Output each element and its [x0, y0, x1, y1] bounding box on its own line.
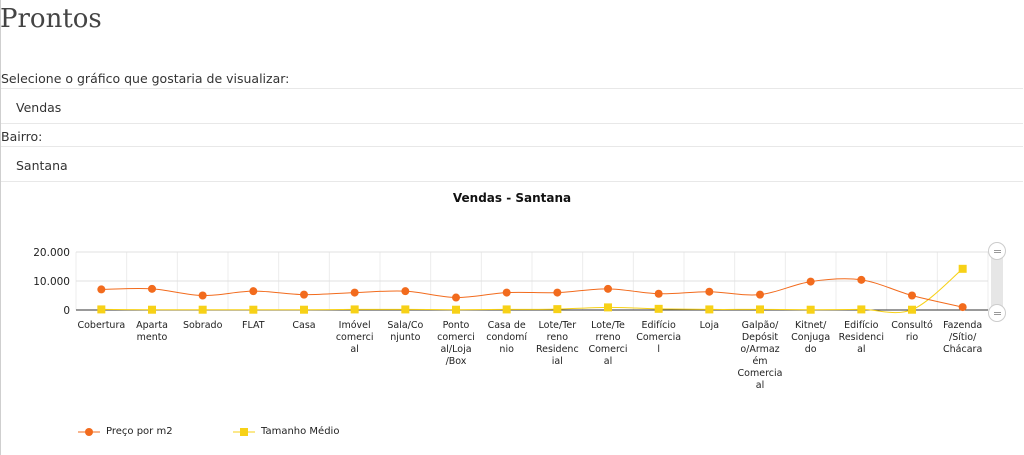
data-point-tamanho — [350, 305, 359, 314]
data-point-preco — [502, 288, 511, 297]
chart-type-select[interactable]: Vendas — [1, 88, 1023, 124]
data-point-preco — [350, 288, 359, 297]
x-tick-label: Imóvel comerci al — [336, 320, 374, 355]
data-point-tamanho — [857, 305, 866, 314]
scrollbar-bottom-handle[interactable] — [988, 304, 1006, 322]
x-tick-label: Ponto comerci al/Loja/Box — [437, 320, 475, 367]
data-point-preco — [604, 284, 612, 293]
left-border — [0, 0, 1, 455]
series-line-0 — [101, 278, 963, 308]
scrollbar-track[interactable] — [991, 252, 1003, 312]
data-point-preco — [806, 277, 815, 286]
bairro-select[interactable]: Santana — [1, 146, 1023, 182]
data-point-preco — [452, 293, 460, 302]
data-point-tamanho — [604, 303, 612, 312]
y-tick-label: 0 — [63, 305, 70, 317]
legend-item-preco[interactable]: Preço por m2 — [78, 426, 173, 437]
data-point-tamanho — [705, 305, 714, 314]
data-point-tamanho — [198, 305, 207, 314]
data-point-tamanho — [806, 305, 815, 314]
data-point-tamanho — [958, 264, 967, 273]
x-tick-label: Edifício Comercia l — [636, 320, 681, 355]
x-tick-label: Sala/Co njunto — [387, 320, 423, 343]
x-tick-label: Consultó rio — [891, 320, 933, 343]
data-point-tamanho — [756, 305, 764, 314]
legend-item-tamanho[interactable]: Tamanho Médio — [233, 426, 339, 437]
page-title: Prontos — [0, 4, 102, 34]
data-point-preco — [756, 290, 764, 299]
data-point-preco — [249, 287, 258, 296]
data-point-preco — [97, 285, 106, 294]
data-point-tamanho — [908, 305, 916, 314]
data-point-tamanho — [249, 305, 258, 314]
data-point-tamanho — [97, 305, 106, 314]
chart-title: Vendas - Santana — [452, 191, 572, 205]
x-tick-label: Lote/Te rreno Comerci al — [588, 320, 627, 367]
scrollbar-top-handle[interactable] — [988, 242, 1006, 260]
chart-scrollbar[interactable] — [988, 242, 1006, 322]
data-point-preco — [705, 287, 714, 296]
data-point-tamanho — [452, 305, 460, 314]
legend-circle-marker-icon — [78, 427, 100, 436]
x-tick-label: Cobertura — [77, 320, 125, 331]
data-point-preco — [857, 275, 866, 284]
x-tick-label: Casa — [292, 320, 315, 331]
data-point-preco — [553, 288, 562, 297]
data-point-tamanho — [401, 305, 410, 314]
legend-label: Tamanho Médio — [261, 426, 340, 437]
x-tick-label: Kitnet/Conjuga do — [791, 320, 830, 355]
x-tick-label: FLAT — [242, 320, 265, 331]
x-tick-label: Sobrado — [183, 320, 223, 331]
legend-square-marker-icon — [233, 427, 255, 436]
data-point-preco — [148, 284, 156, 293]
data-point-tamanho — [553, 305, 562, 314]
data-point-tamanho — [148, 305, 156, 314]
data-point-preco — [958, 303, 967, 312]
x-tick-label: Edifício Residenci al — [839, 320, 884, 355]
data-point-preco — [654, 289, 663, 298]
bairro-select-label: Bairro: — [1, 129, 43, 144]
x-tick-label: Loja — [700, 320, 719, 331]
line-chart: 0 10.000 20.000 Cobertura Aparta mento Sobrado… — [33, 247, 989, 391]
data-point-tamanho — [654, 304, 663, 313]
x-tick-label: Galpão/Depósit o/Armaz ém Comercia al — [738, 320, 783, 391]
chart-select-label: Selecione o gráfico que gostaria de visu… — [1, 71, 290, 86]
data-point-tamanho — [502, 305, 511, 314]
data-point-preco — [198, 291, 207, 300]
data-point-preco — [401, 287, 410, 296]
data-point-preco — [300, 290, 308, 299]
x-tick-label: Casa de condomí nio — [486, 320, 527, 355]
x-tick-label: Fazenda/Sítio/Chácara — [943, 320, 982, 355]
x-tick-label: Aparta mento — [136, 320, 168, 343]
data-point-tamanho — [300, 305, 308, 314]
data-point-preco — [908, 291, 916, 300]
y-tick-label: 10.000 — [33, 276, 70, 288]
legend-label: Preço por m2 — [106, 426, 173, 437]
x-tick-label: Lote/Ter reno Residenc ial — [536, 320, 579, 367]
y-tick-label: 20.000 — [33, 247, 70, 259]
